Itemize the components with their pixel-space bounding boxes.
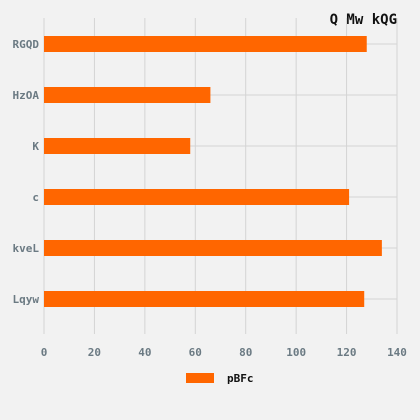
bars [44, 36, 382, 307]
y-axis-labels: RGQD HzOA Kc kveL Lqyw [13, 38, 40, 306]
y-tick-label: RGQD [13, 38, 40, 51]
bar [44, 291, 365, 307]
y-tick-label: c [32, 191, 39, 204]
legend-label: pBFc [227, 372, 254, 385]
bar [44, 240, 382, 256]
grid-lines [43, 18, 398, 334]
y-tick-label: kveL [13, 242, 40, 255]
x-tick-label: 140 [387, 346, 407, 359]
legend-swatch [186, 373, 214, 383]
legend: pBFc [186, 372, 254, 385]
x-axis-labels: 0 20 40 60 80 100 120 140 [41, 346, 407, 359]
x-tick-label: 40 [138, 346, 151, 359]
chart-title: Q Mw kQG [330, 12, 397, 28]
x-tick-label: 80 [239, 346, 252, 359]
y-tick-label: HzOA [13, 89, 40, 102]
x-tick-label: 100 [286, 346, 306, 359]
x-tick-label: 0 [41, 346, 48, 359]
y-tick-label: Lqyw [13, 293, 40, 306]
bar [44, 189, 350, 205]
x-tick-label: 20 [88, 346, 101, 359]
bar [44, 138, 191, 154]
x-tick-label: 120 [337, 346, 357, 359]
x-tick-label: 60 [189, 346, 202, 359]
bar [44, 87, 211, 103]
bar [44, 36, 367, 52]
y-tick-label: K [32, 140, 39, 153]
